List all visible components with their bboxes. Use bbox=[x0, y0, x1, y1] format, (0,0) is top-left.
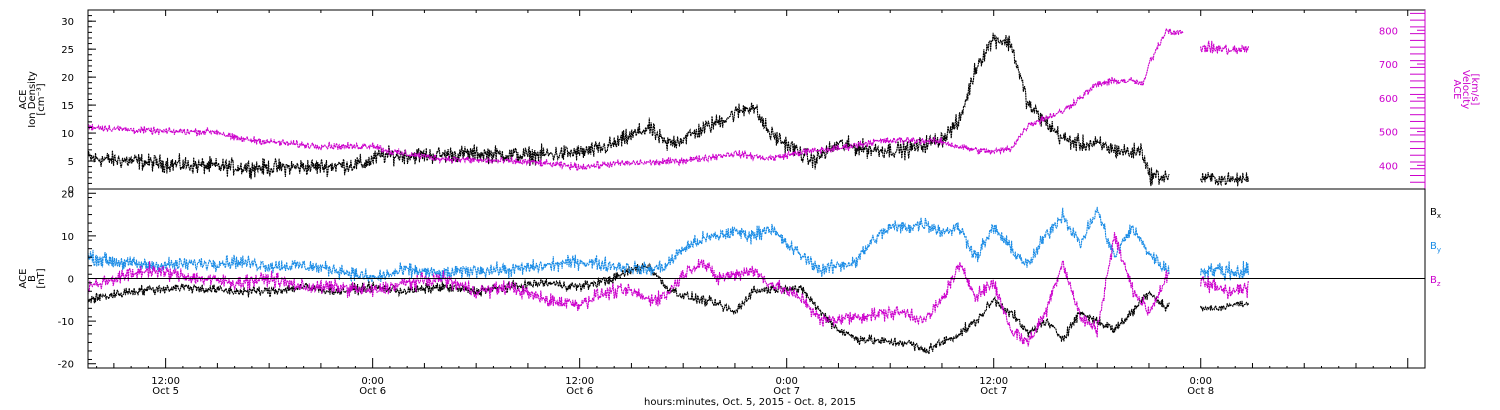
series-By-bottom bbox=[1200, 261, 1249, 282]
series-Bz-bottom bbox=[87, 232, 1170, 347]
left-tick-label: 20 bbox=[61, 73, 74, 84]
series-s2-top bbox=[87, 27, 1184, 172]
x-tick-date-label: Oct 7 bbox=[980, 386, 1007, 397]
x-tick-date-label: Oct 5 bbox=[152, 386, 179, 397]
legend-item-by: By bbox=[1430, 241, 1441, 254]
left-tick-label: -10 bbox=[58, 317, 74, 328]
left-axis-label-line: B bbox=[27, 275, 38, 282]
left-axis-label-line: ACE bbox=[18, 90, 29, 110]
right-tick-label: 700 bbox=[1379, 60, 1398, 71]
series-Bx-bottom bbox=[87, 262, 1170, 355]
data-layer bbox=[87, 27, 1249, 355]
x-tick-time-label: 0:00 bbox=[361, 376, 383, 387]
left-tick-label: 15 bbox=[61, 101, 74, 112]
series-s1-top bbox=[1200, 172, 1249, 188]
x-tick-time-label: 12:00 bbox=[151, 376, 180, 387]
x-tick-date-label: Oct 6 bbox=[566, 386, 593, 397]
left-tick-label: 0 bbox=[68, 275, 74, 286]
right-tick-label: 500 bbox=[1379, 128, 1398, 139]
left-tick-label: 25 bbox=[61, 45, 74, 56]
series-s0-top bbox=[87, 32, 1170, 186]
x-tick-date-label: Oct 8 bbox=[1187, 386, 1214, 397]
x-axis-title: hours:minutes, Oct. 5, 2015 - Oct. 8, 20… bbox=[644, 397, 856, 408]
left-tick-label: 30 bbox=[61, 17, 74, 28]
x-tick-time-label: 0:00 bbox=[775, 376, 797, 387]
right-tick-label: 800 bbox=[1379, 26, 1398, 37]
left-tick-label: 10 bbox=[61, 232, 74, 243]
right-axis-label-line: [km/s] bbox=[1469, 74, 1480, 106]
right-tick-label: 400 bbox=[1379, 161, 1398, 172]
left-tick-label: 0 bbox=[68, 185, 74, 196]
series-Bz-bottom bbox=[1200, 275, 1249, 300]
x-tick-date-label: Oct 7 bbox=[773, 386, 800, 397]
legend-item-bx: Bx bbox=[1430, 207, 1441, 220]
left-tick-label: -20 bbox=[58, 360, 74, 371]
left-axis-label-line: ACE bbox=[18, 269, 29, 289]
left-tick-label: 10 bbox=[61, 129, 74, 140]
legend-item-bz: Bz bbox=[1430, 275, 1441, 288]
x-tick-time-label: 12:00 bbox=[979, 376, 1008, 387]
x-tick-time-label: 0:00 bbox=[1189, 376, 1211, 387]
left-axis-label-line: [cm⁻³] bbox=[36, 83, 47, 115]
panel-frame-top bbox=[87, 9, 1426, 190]
series-By-bottom bbox=[87, 207, 1170, 283]
x-tick-time-label: 12:00 bbox=[565, 376, 594, 387]
left-axis-label-line: Ion Density bbox=[27, 71, 38, 128]
left-tick-label: 20 bbox=[61, 189, 74, 200]
right-axis-label-line: Velocity bbox=[1460, 70, 1471, 109]
left-axis-label-line: [nT] bbox=[36, 268, 47, 288]
series-Bx-bottom bbox=[1200, 300, 1249, 314]
x-tick-date-label: Oct 6 bbox=[359, 386, 386, 397]
right-tick-label: 600 bbox=[1379, 94, 1398, 105]
right-axis-label-line: ACE bbox=[1451, 80, 1462, 100]
series-s3-top bbox=[1200, 40, 1249, 56]
left-tick-label: 5 bbox=[68, 157, 74, 168]
